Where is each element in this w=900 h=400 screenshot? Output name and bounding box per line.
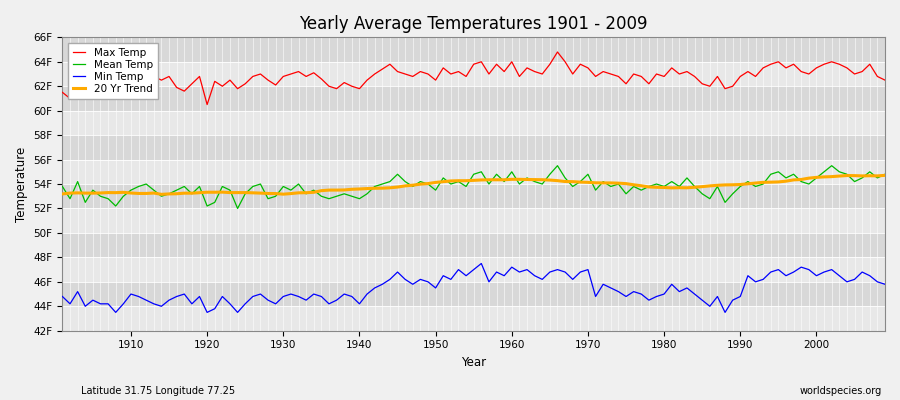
Min Temp <box>879 282 890 287</box>
Bar <box>62 306 885 331</box>
Min Temp <box>522 267 533 272</box>
Legend: Max Temp, Mean Temp, Min Temp, 20 Yr Trend: Max Temp, Mean Temp, Min Temp, 20 Yr Tre… <box>68 42 158 99</box>
Bar <box>62 111 885 135</box>
Line: Max Temp: Max Temp <box>62 52 885 104</box>
Min Temp <box>126 292 137 296</box>
Mean Temp <box>338 192 349 196</box>
Min Temp <box>613 289 624 294</box>
Min Temp <box>293 294 304 299</box>
20 Yr Trend <box>156 192 166 197</box>
Mean Temp <box>879 172 890 177</box>
Bar <box>62 257 885 282</box>
Max Temp <box>514 74 525 79</box>
20 Yr Trend <box>293 190 304 195</box>
Bar <box>62 37 885 62</box>
Min Temp <box>57 294 68 299</box>
Bar <box>62 208 885 233</box>
Max Temp <box>507 59 517 64</box>
Min Temp <box>514 270 525 274</box>
Bar <box>62 62 885 86</box>
Bar <box>62 135 885 160</box>
20 Yr Trend <box>879 173 890 178</box>
Text: Latitude 31.75 Longitude 77.25: Latitude 31.75 Longitude 77.25 <box>81 386 235 396</box>
Bar <box>62 184 885 208</box>
Mean Temp <box>57 184 68 189</box>
20 Yr Trend <box>118 190 129 195</box>
Text: worldspecies.org: worldspecies.org <box>800 386 882 396</box>
Bar <box>62 86 885 111</box>
Title: Yearly Average Temperatures 1901 - 2009: Yearly Average Temperatures 1901 - 2009 <box>300 15 648 33</box>
20 Yr Trend <box>507 177 517 182</box>
Mean Temp <box>507 170 517 174</box>
X-axis label: Year: Year <box>461 356 486 369</box>
Mean Temp <box>514 182 525 186</box>
Mean Temp <box>232 206 243 211</box>
Max Temp <box>613 74 624 79</box>
Min Temp <box>338 292 349 296</box>
Bar <box>62 282 885 306</box>
Mean Temp <box>118 194 129 199</box>
Mean Temp <box>552 163 562 168</box>
Line: Mean Temp: Mean Temp <box>62 166 885 208</box>
Line: Min Temp: Min Temp <box>62 264 885 312</box>
Mean Temp <box>613 182 624 186</box>
Bar <box>62 160 885 184</box>
Max Temp <box>57 90 68 95</box>
20 Yr Trend <box>606 180 616 185</box>
Bar <box>62 233 885 257</box>
Mean Temp <box>293 182 304 186</box>
Max Temp <box>879 78 890 82</box>
Line: 20 Yr Trend: 20 Yr Trend <box>62 175 885 194</box>
Max Temp <box>118 83 129 88</box>
20 Yr Trend <box>514 177 525 182</box>
Min Temp <box>111 310 122 315</box>
Max Temp <box>293 69 304 74</box>
Min Temp <box>476 261 487 266</box>
20 Yr Trend <box>57 192 68 196</box>
Max Temp <box>202 102 212 107</box>
Max Temp <box>552 50 562 54</box>
20 Yr Trend <box>338 188 349 192</box>
Y-axis label: Temperature: Temperature <box>15 146 28 222</box>
Max Temp <box>338 80 349 85</box>
